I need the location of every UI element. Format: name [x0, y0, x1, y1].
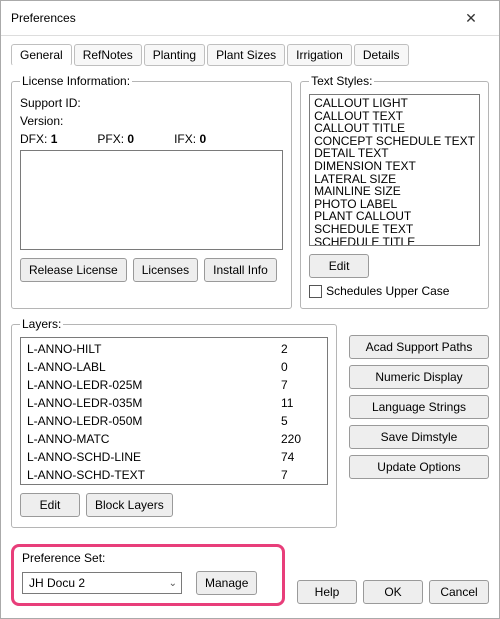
- save-dimstyle-button[interactable]: Save Dimstyle: [349, 425, 489, 449]
- layer-value: 2: [281, 340, 321, 358]
- text-style-item[interactable]: DIMENSION TEXT: [314, 160, 475, 173]
- text-styles-legend: Text Styles:: [309, 74, 374, 88]
- text-style-item[interactable]: SCHEDULE TEXT: [314, 223, 475, 236]
- acad-support-paths-button[interactable]: Acad Support Paths: [349, 335, 489, 359]
- text-style-item[interactable]: CALLOUT LIGHT: [314, 97, 475, 110]
- ok-button[interactable]: OK: [363, 580, 423, 604]
- layers-group: Layers: L-ANNO-HILT2L-ANNO-LABL0L-ANNO-L…: [11, 317, 337, 528]
- layer-value: 7: [281, 376, 321, 394]
- cancel-button[interactable]: Cancel: [429, 580, 489, 604]
- tab-details[interactable]: Details: [354, 44, 409, 66]
- tab-planting[interactable]: Planting: [144, 44, 205, 66]
- layer-value: 74: [281, 448, 321, 466]
- layer-row[interactable]: L-ANNO-SCHD-LINE74: [27, 448, 321, 466]
- titlebar: Preferences ✕: [1, 1, 499, 36]
- ifx: IFX: 0: [174, 132, 206, 146]
- schedules-upper-label: Schedules Upper Case: [326, 284, 449, 298]
- layers-list[interactable]: L-ANNO-HILT2L-ANNO-LABL0L-ANNO-LEDR-025M…: [20, 337, 328, 485]
- version-label: Version:: [20, 114, 283, 128]
- dialog-body: General RefNotes Planting Plant Sizes Ir…: [1, 36, 499, 618]
- tab-general[interactable]: General: [11, 44, 72, 66]
- layer-name: L-ANNO-LEDR-025M: [27, 376, 281, 394]
- preference-set-selected: JH Docu 2: [29, 576, 85, 590]
- layer-value: 7: [281, 466, 321, 484]
- layer-value: 0: [281, 358, 321, 376]
- layer-name: L-ANNO-SCHD-TEXT: [27, 466, 281, 484]
- update-options-button[interactable]: Update Options: [349, 455, 489, 479]
- text-styles-edit-button[interactable]: Edit: [309, 254, 369, 278]
- layers-legend: Layers:: [20, 317, 63, 331]
- language-strings-button[interactable]: Language Strings: [349, 395, 489, 419]
- right-buttons: Acad Support Paths Numeric Display Langu…: [349, 317, 489, 536]
- layers-edit-button[interactable]: Edit: [20, 493, 80, 517]
- layer-value: 11: [281, 394, 321, 412]
- tab-refnotes[interactable]: RefNotes: [74, 44, 142, 66]
- pfx: PFX: 0: [97, 132, 134, 146]
- license-counts: DFX: 1 PFX: 0 IFX: 0: [20, 132, 283, 146]
- layer-name: L-ANNO-SCHD-LINE: [27, 448, 281, 466]
- preference-set-legend: Preference Set:: [22, 551, 274, 565]
- schedules-upper-row[interactable]: Schedules Upper Case: [309, 284, 480, 298]
- preferences-window: Preferences ✕ General RefNotes Planting …: [0, 0, 500, 619]
- layer-row[interactable]: L-ANNO-LEDR-035M11: [27, 394, 321, 412]
- tab-irrigation[interactable]: Irrigation: [287, 44, 352, 66]
- text-styles-list[interactable]: CALLOUT LIGHTCALLOUT TEXTCALLOUT TITLECO…: [309, 94, 480, 246]
- layer-name: L-ANNO-MATC: [27, 430, 281, 448]
- layer-row[interactable]: L-ANNO-LABL0: [27, 358, 321, 376]
- license-legend: License Information:: [20, 74, 132, 88]
- licenses-button[interactable]: Licenses: [133, 258, 198, 282]
- footer-buttons: Help OK Cancel: [297, 580, 489, 606]
- text-style-item[interactable]: MAINLINE SIZE: [314, 185, 475, 198]
- dfx: DFX: 1: [20, 132, 57, 146]
- schedules-upper-checkbox[interactable]: [309, 285, 322, 298]
- layer-value: 220: [281, 430, 321, 448]
- window-title: Preferences: [11, 11, 76, 25]
- close-button[interactable]: ✕: [451, 7, 491, 29]
- chevron-down-icon: ⌄: [169, 578, 177, 589]
- layer-name: L-ANNO-HILT: [27, 340, 281, 358]
- tabs: General RefNotes Planting Plant Sizes Ir…: [11, 44, 489, 66]
- tab-plantsizes[interactable]: Plant Sizes: [207, 44, 285, 66]
- layer-name: L-ANNO-LEDR-035M: [27, 394, 281, 412]
- layer-row[interactable]: L-ANNO-SCHD-TEXT7: [27, 466, 321, 484]
- layer-name: L-ANNO-LABL: [27, 358, 281, 376]
- layer-row[interactable]: L-ANNO-LEDR-025M7: [27, 376, 321, 394]
- manage-button[interactable]: Manage: [196, 571, 257, 595]
- release-license-button[interactable]: Release License: [20, 258, 127, 282]
- numeric-display-button[interactable]: Numeric Display: [349, 365, 489, 389]
- layer-row[interactable]: L-ANNO-LEDR-050M5: [27, 412, 321, 430]
- help-button[interactable]: Help: [297, 580, 357, 604]
- text-style-item[interactable]: SCHEDULE TITLE: [314, 236, 475, 246]
- close-icon: ✕: [465, 10, 477, 27]
- layer-row[interactable]: L-ANNO-MATC220: [27, 430, 321, 448]
- license-group: License Information: Support ID: Version…: [11, 74, 292, 309]
- text-style-item[interactable]: CALLOUT TITLE: [314, 122, 475, 135]
- text-styles-group: Text Styles: CALLOUT LIGHTCALLOUT TEXTCA…: [300, 74, 489, 309]
- layer-value: 5: [281, 412, 321, 430]
- support-id-label: Support ID:: [20, 96, 283, 110]
- license-info-box[interactable]: [20, 150, 283, 250]
- block-layers-button[interactable]: Block Layers: [86, 493, 173, 517]
- layer-row[interactable]: L-ANNO-HILT2: [27, 340, 321, 358]
- layer-name: L-ANNO-LEDR-050M: [27, 412, 281, 430]
- preference-set-combo[interactable]: JH Docu 2 ⌄: [22, 572, 182, 594]
- preference-set-group: Preference Set: JH Docu 2 ⌄ Manage: [11, 544, 285, 606]
- install-info-button[interactable]: Install Info: [204, 258, 277, 282]
